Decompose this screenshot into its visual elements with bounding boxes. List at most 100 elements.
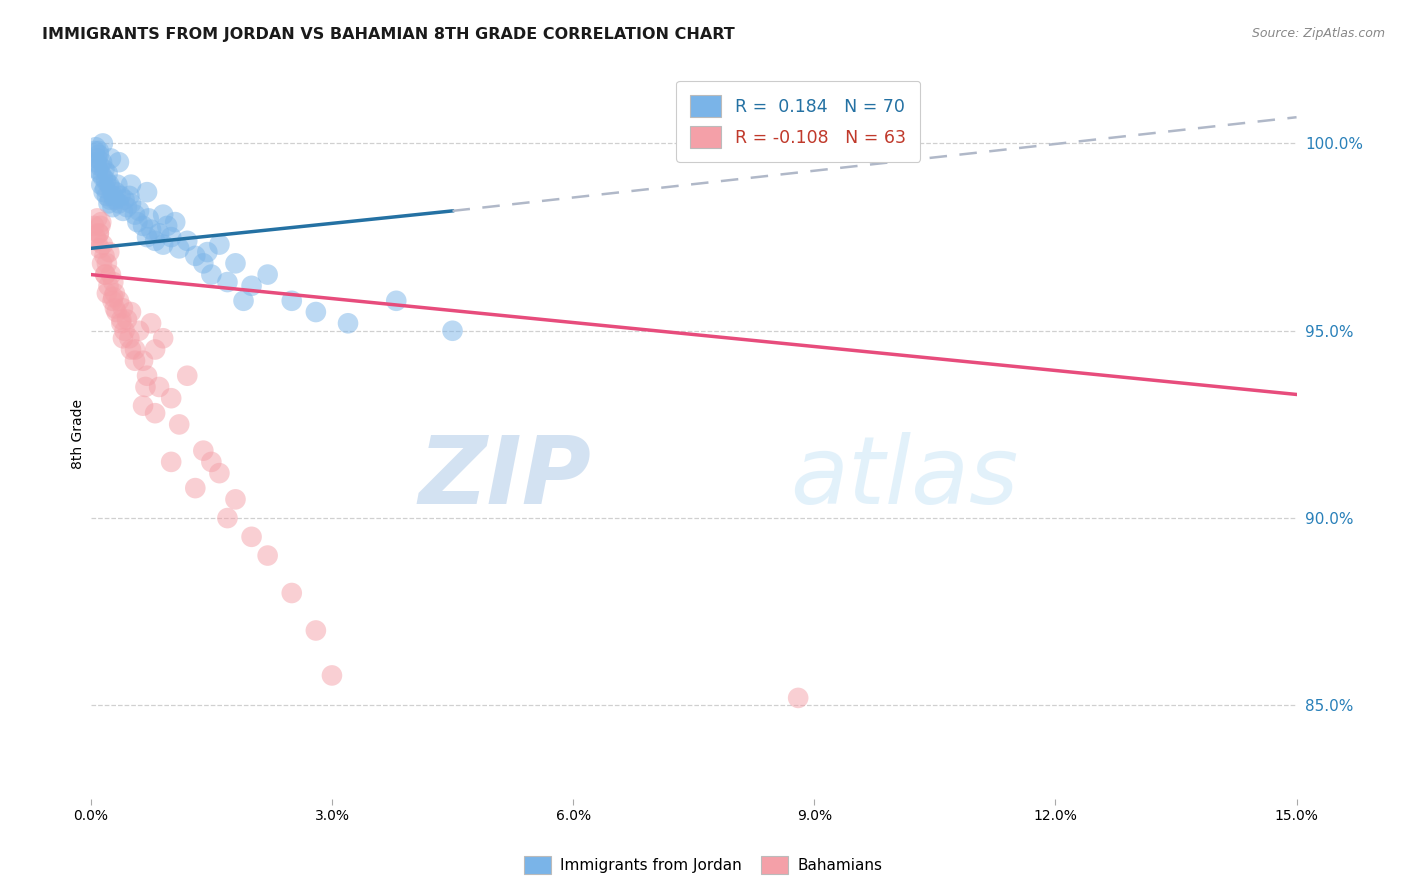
Point	[93, 185, 115, 199]
Point	[176, 368, 198, 383]
Point	[217, 275, 239, 289]
Point	[89, 159, 111, 173]
Point	[195, 245, 218, 260]
Point	[93, 162, 115, 177]
Point	[124, 353, 146, 368]
Point	[100, 268, 122, 282]
Point	[96, 189, 118, 203]
Point	[100, 181, 122, 195]
Point	[787, 690, 810, 705]
Legend: Immigrants from Jordan, Bahamians: Immigrants from Jordan, Bahamians	[517, 850, 889, 880]
Point	[160, 391, 183, 405]
Point	[90, 178, 112, 192]
Point	[111, 203, 134, 218]
Point	[91, 170, 114, 185]
Point	[240, 278, 263, 293]
Point	[208, 237, 231, 252]
Point	[97, 278, 120, 293]
Point	[110, 312, 132, 326]
Point	[86, 152, 108, 166]
Point	[305, 305, 328, 319]
Point	[104, 193, 127, 207]
Point	[103, 275, 125, 289]
Point	[132, 219, 155, 233]
Point	[305, 624, 328, 638]
Point	[118, 331, 141, 345]
Point	[132, 399, 155, 413]
Point	[120, 343, 142, 357]
Point	[108, 196, 131, 211]
Point	[98, 193, 121, 207]
Point	[167, 241, 190, 255]
Point	[86, 155, 108, 169]
Point	[101, 200, 124, 214]
Point	[108, 293, 131, 308]
Point	[124, 208, 146, 222]
Point	[89, 219, 111, 233]
Point	[104, 301, 127, 316]
Point	[143, 343, 166, 357]
Point	[105, 305, 128, 319]
Point	[118, 189, 141, 203]
Point	[148, 227, 170, 241]
Text: Source: ZipAtlas.com: Source: ZipAtlas.com	[1251, 27, 1385, 40]
Point	[101, 293, 124, 308]
Point	[217, 511, 239, 525]
Point	[104, 286, 127, 301]
Point	[176, 234, 198, 248]
Point	[83, 219, 105, 233]
Point	[87, 227, 110, 241]
Point	[224, 492, 246, 507]
Point	[87, 144, 110, 158]
Point	[134, 380, 156, 394]
Point	[124, 343, 146, 357]
Point	[89, 241, 111, 255]
Point	[152, 208, 174, 222]
Point	[136, 185, 159, 199]
Point	[127, 215, 149, 229]
Point	[139, 316, 162, 330]
Point	[184, 481, 207, 495]
Point	[232, 293, 254, 308]
Text: atlas: atlas	[790, 432, 1018, 523]
Point	[108, 155, 131, 169]
Point	[143, 406, 166, 420]
Point	[152, 237, 174, 252]
Point	[441, 324, 464, 338]
Point	[120, 196, 142, 211]
Point	[100, 152, 122, 166]
Point	[385, 293, 408, 308]
Point	[103, 189, 125, 203]
Point	[94, 174, 117, 188]
Point	[184, 249, 207, 263]
Point	[321, 668, 343, 682]
Point	[139, 222, 162, 236]
Point	[98, 245, 121, 260]
Point	[91, 155, 114, 169]
Point	[148, 380, 170, 394]
Point	[200, 455, 222, 469]
Point	[160, 230, 183, 244]
Point	[337, 316, 360, 330]
Point	[111, 301, 134, 316]
Point	[110, 189, 132, 203]
Point	[91, 237, 114, 252]
Point	[114, 324, 136, 338]
Point	[94, 268, 117, 282]
Text: IMMIGRANTS FROM JORDAN VS BAHAMIAN 8TH GRADE CORRELATION CHART: IMMIGRANTS FROM JORDAN VS BAHAMIAN 8TH G…	[42, 27, 735, 42]
Point	[136, 230, 159, 244]
Point	[97, 196, 120, 211]
Point	[160, 455, 183, 469]
Point	[193, 443, 215, 458]
Point	[281, 293, 304, 308]
Point	[152, 331, 174, 345]
Point	[83, 144, 105, 158]
Point	[256, 549, 278, 563]
Point	[96, 286, 118, 301]
Point	[90, 215, 112, 229]
Point	[87, 162, 110, 177]
Point	[103, 290, 125, 304]
Point	[240, 530, 263, 544]
Point	[89, 166, 111, 180]
Point	[128, 203, 150, 218]
